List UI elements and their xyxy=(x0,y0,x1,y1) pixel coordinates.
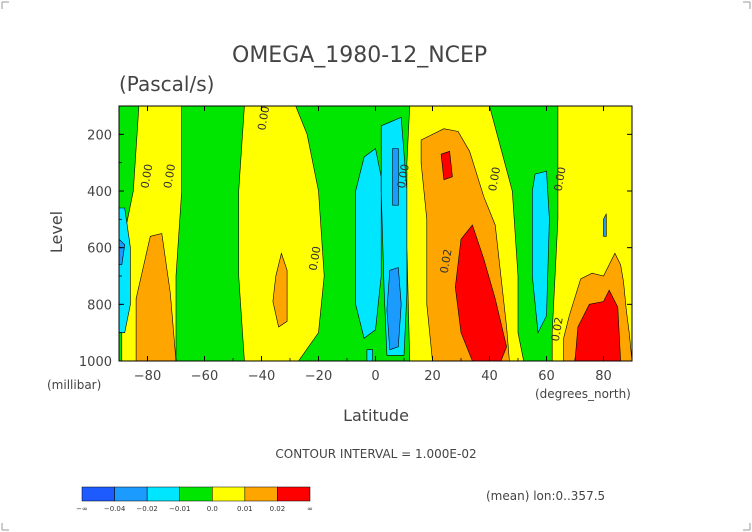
contour-region-pos3 xyxy=(454,224,507,361)
y-axis-units: (millibar) xyxy=(47,378,101,392)
colorbar-swatch xyxy=(179,486,213,502)
y-tick-label: 400 xyxy=(87,185,112,200)
colorbar-label: −0.01 xyxy=(169,505,190,513)
contour-region-pos3 xyxy=(574,289,621,361)
colorbar-swatch xyxy=(114,486,148,502)
x-axis-units: (degrees_north) xyxy=(535,387,631,401)
colorbar-label: 0.01 xyxy=(237,505,253,513)
x-tick-label: 20 xyxy=(424,369,441,384)
y-tick-label: 600 xyxy=(87,242,112,257)
contour-region-pos1 xyxy=(238,106,325,361)
contour-label: 0.00 xyxy=(395,163,412,189)
contour-label: 0.00 xyxy=(486,166,503,192)
contour-region-neg2 xyxy=(119,238,126,266)
contour-label: 0.02 xyxy=(438,248,455,274)
colorbar-label: −∞ xyxy=(76,505,88,513)
contour-region-pos2 xyxy=(135,233,177,361)
x-axis-label: Latitude xyxy=(343,406,409,425)
contour-labels: 0.00 0.00 0.00 0.00 0.00 0.00 0.00 0.02 0.02 xyxy=(138,105,569,342)
x-tick-label: 80 xyxy=(595,369,612,384)
contour-region-neg2 xyxy=(603,213,607,237)
x-axis: −80 −60 −40 −20 0 20 40 60 80 xyxy=(118,106,633,384)
contour-region-neg1 xyxy=(366,349,373,361)
plot-area: 0.00 0.00 0.00 0.00 0.00 0.00 0.00 0.02 0.02 xyxy=(119,105,632,361)
colorbar-swatch xyxy=(146,486,180,502)
x-tick-label: 0 xyxy=(371,369,379,384)
contour-label: 0.00 xyxy=(138,163,155,189)
colorbar-label: −0.04 xyxy=(104,505,126,513)
colorbar-label: 0.02 xyxy=(270,505,286,513)
contour-label: 0.02 xyxy=(549,316,566,342)
colorbar-swatch xyxy=(81,486,115,502)
contour-region-neg2 xyxy=(386,267,402,351)
contour-label: 0.00 xyxy=(255,105,272,131)
y-axis: 200 400 600 800 1000 xyxy=(79,105,632,370)
colorbar-label: 0.0 xyxy=(207,505,218,513)
colorbar-label: −0.02 xyxy=(136,505,157,513)
colorbar-label: ∞ xyxy=(307,505,313,513)
contour-interval: CONTOUR INTERVAL = 1.000E-02 xyxy=(275,447,476,461)
y-axis-label: Level xyxy=(47,211,66,253)
contour-label: 0.00 xyxy=(161,163,178,189)
colorbar-swatch xyxy=(212,486,246,502)
x-tick-label: −80 xyxy=(134,369,161,384)
footer-lon-range: (mean) lon:0..357.5 xyxy=(486,489,605,503)
contour-regions xyxy=(119,106,632,361)
colorbar-swatch xyxy=(244,486,278,502)
x-tick-label: 40 xyxy=(481,369,498,384)
colorbar-swatch xyxy=(277,486,311,502)
x-tick-label: −60 xyxy=(191,369,218,384)
chart-units: (Pascal/s) xyxy=(119,72,214,96)
chart-title: OMEGA_1980-12_NCEP xyxy=(232,43,487,68)
contour-label: 0.00 xyxy=(552,166,569,192)
x-tick-label: −20 xyxy=(305,369,332,384)
y-tick-label: 1000 xyxy=(79,355,112,370)
contour-label: 0.00 xyxy=(307,245,324,271)
colorbar: −∞ −0.04 −0.02 −0.01 0.0 0.01 0.02 ∞ xyxy=(76,486,313,513)
contour-region-neg1 xyxy=(531,170,550,334)
x-tick-label: 60 xyxy=(538,369,555,384)
contour-region-pos2 xyxy=(272,252,288,328)
contour-region-neg1 xyxy=(355,147,382,339)
y-tick-label: 200 xyxy=(87,128,112,143)
x-tick-label: −40 xyxy=(248,369,275,384)
contour-region-pos3 xyxy=(440,150,453,181)
contour-region-neg1 xyxy=(119,207,131,334)
contour-region-neg2 xyxy=(392,148,399,206)
y-tick-label: 800 xyxy=(87,298,112,313)
